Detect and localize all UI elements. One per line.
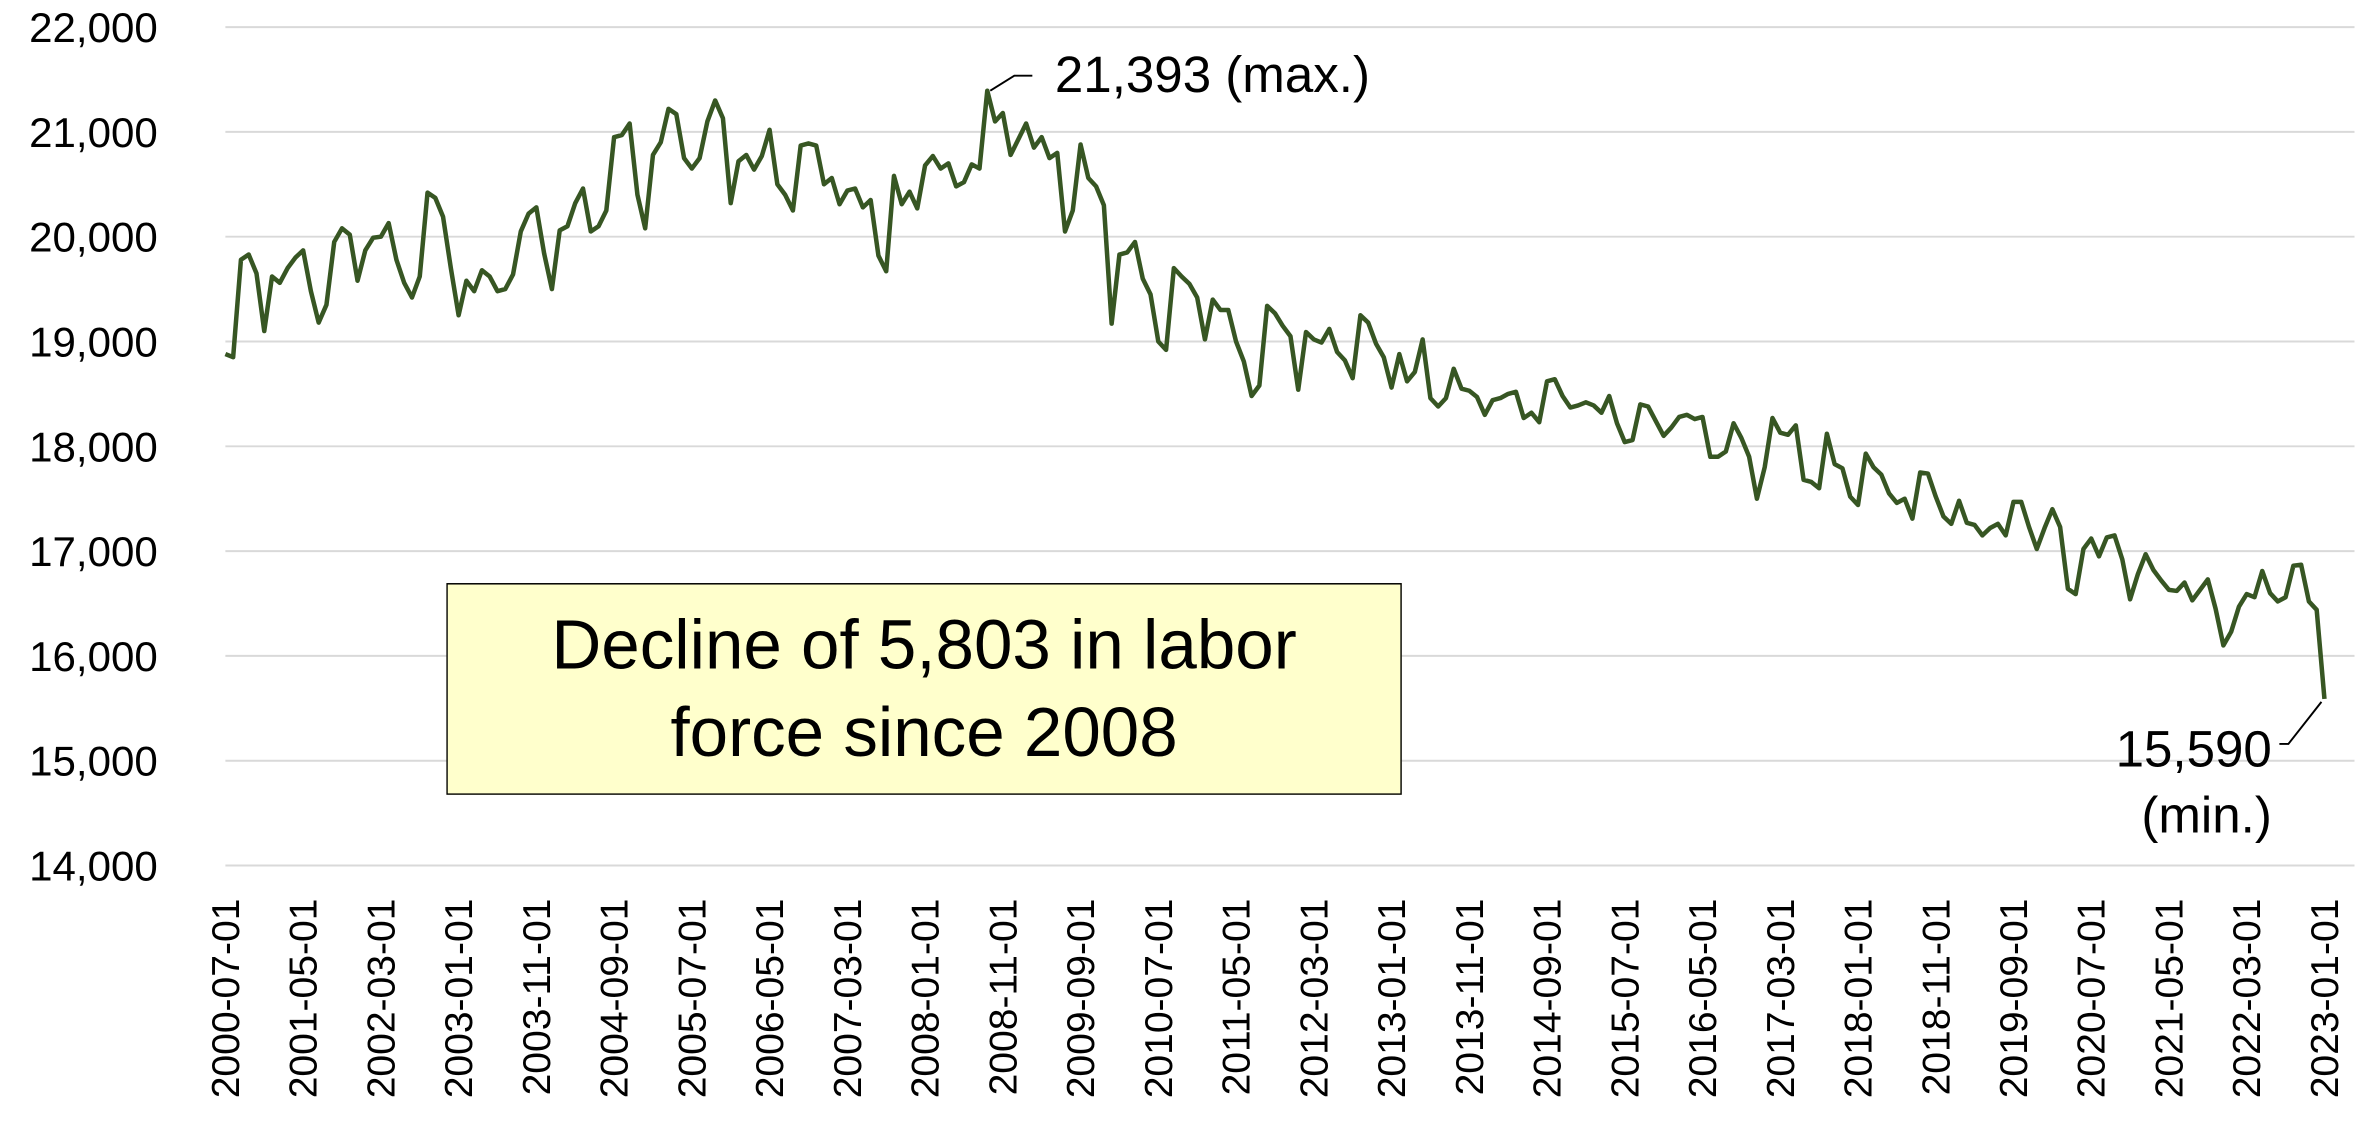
- x-tick-label: 2015-07-01: [1604, 899, 1647, 1099]
- note-box: Decline of 5,803 in labor force since 20…: [446, 583, 1402, 795]
- x-tick-label: 2021-05-01: [2148, 899, 2191, 1099]
- y-tick-label: 20,000: [29, 214, 158, 261]
- annotation-leader: [989, 74, 1033, 92]
- x-tick-label: 2012-03-01: [1293, 899, 1336, 1099]
- y-tick-label: 21,000: [29, 109, 158, 156]
- x-tick-label: 2008-01-01: [905, 899, 948, 1099]
- x-tick-label: 2011-05-01: [1216, 899, 1259, 1096]
- y-tick-label: 17,000: [29, 528, 158, 575]
- x-tick-label: 2003-01-01: [438, 899, 481, 1099]
- x-tick-label: 2023-01-01: [2304, 899, 2347, 1099]
- x-tick-label: 2010-07-01: [1138, 899, 1181, 1099]
- x-tick-label: 2022-03-01: [2226, 899, 2269, 1099]
- x-tick-label: 2017-03-01: [1760, 899, 1803, 1099]
- y-tick-label: 19,000: [29, 319, 158, 366]
- x-tick-label: 2020-07-01: [2071, 899, 2114, 1099]
- y-tick-label: 16,000: [29, 633, 158, 680]
- x-tick-label: 2008-11-01: [982, 899, 1025, 1096]
- x-tick-label: 2001-05-01: [283, 899, 326, 1099]
- x-tick-label: 2005-07-01: [671, 899, 714, 1099]
- x-tick-label: 2004-09-01: [594, 899, 637, 1099]
- x-tick-label: 2019-09-01: [1993, 899, 2036, 1099]
- x-tick-label: 2000-07-01: [205, 899, 248, 1099]
- x-tick-label: 2018-01-01: [1838, 899, 1881, 1099]
- annotation-min: 15,590: [2116, 720, 2272, 777]
- x-tick-label: 2002-03-01: [360, 899, 403, 1099]
- x-tick-label: 2003-11-01: [516, 899, 559, 1096]
- note-text: Decline of 5,803 in labor force since 20…: [446, 583, 1402, 795]
- y-tick-label: 15,000: [29, 738, 158, 785]
- annotation-max: 21,393 (max.): [1055, 46, 1370, 103]
- annotation-min: (min.): [2141, 787, 2272, 844]
- x-tick-label: 2013-11-01: [1449, 899, 1492, 1096]
- x-tick-label: 2013-01-01: [1371, 899, 1414, 1099]
- x-tick-label: 2006-05-01: [749, 899, 792, 1099]
- annotation-leader: [2279, 701, 2323, 745]
- x-tick-label: 2007-03-01: [827, 899, 870, 1099]
- x-tick-label: 2016-05-01: [1682, 899, 1725, 1099]
- x-tick-label: 2018-11-01: [1915, 899, 1958, 1096]
- y-tick-label: 18,000: [29, 423, 158, 470]
- y-tick-label: 14,000: [29, 843, 158, 890]
- x-tick-label: 2009-09-01: [1060, 899, 1103, 1099]
- x-tick-label: 2014-09-01: [1527, 899, 1570, 1099]
- data-line: [224, 88, 2327, 700]
- y-tick-label: 22,000: [29, 4, 158, 51]
